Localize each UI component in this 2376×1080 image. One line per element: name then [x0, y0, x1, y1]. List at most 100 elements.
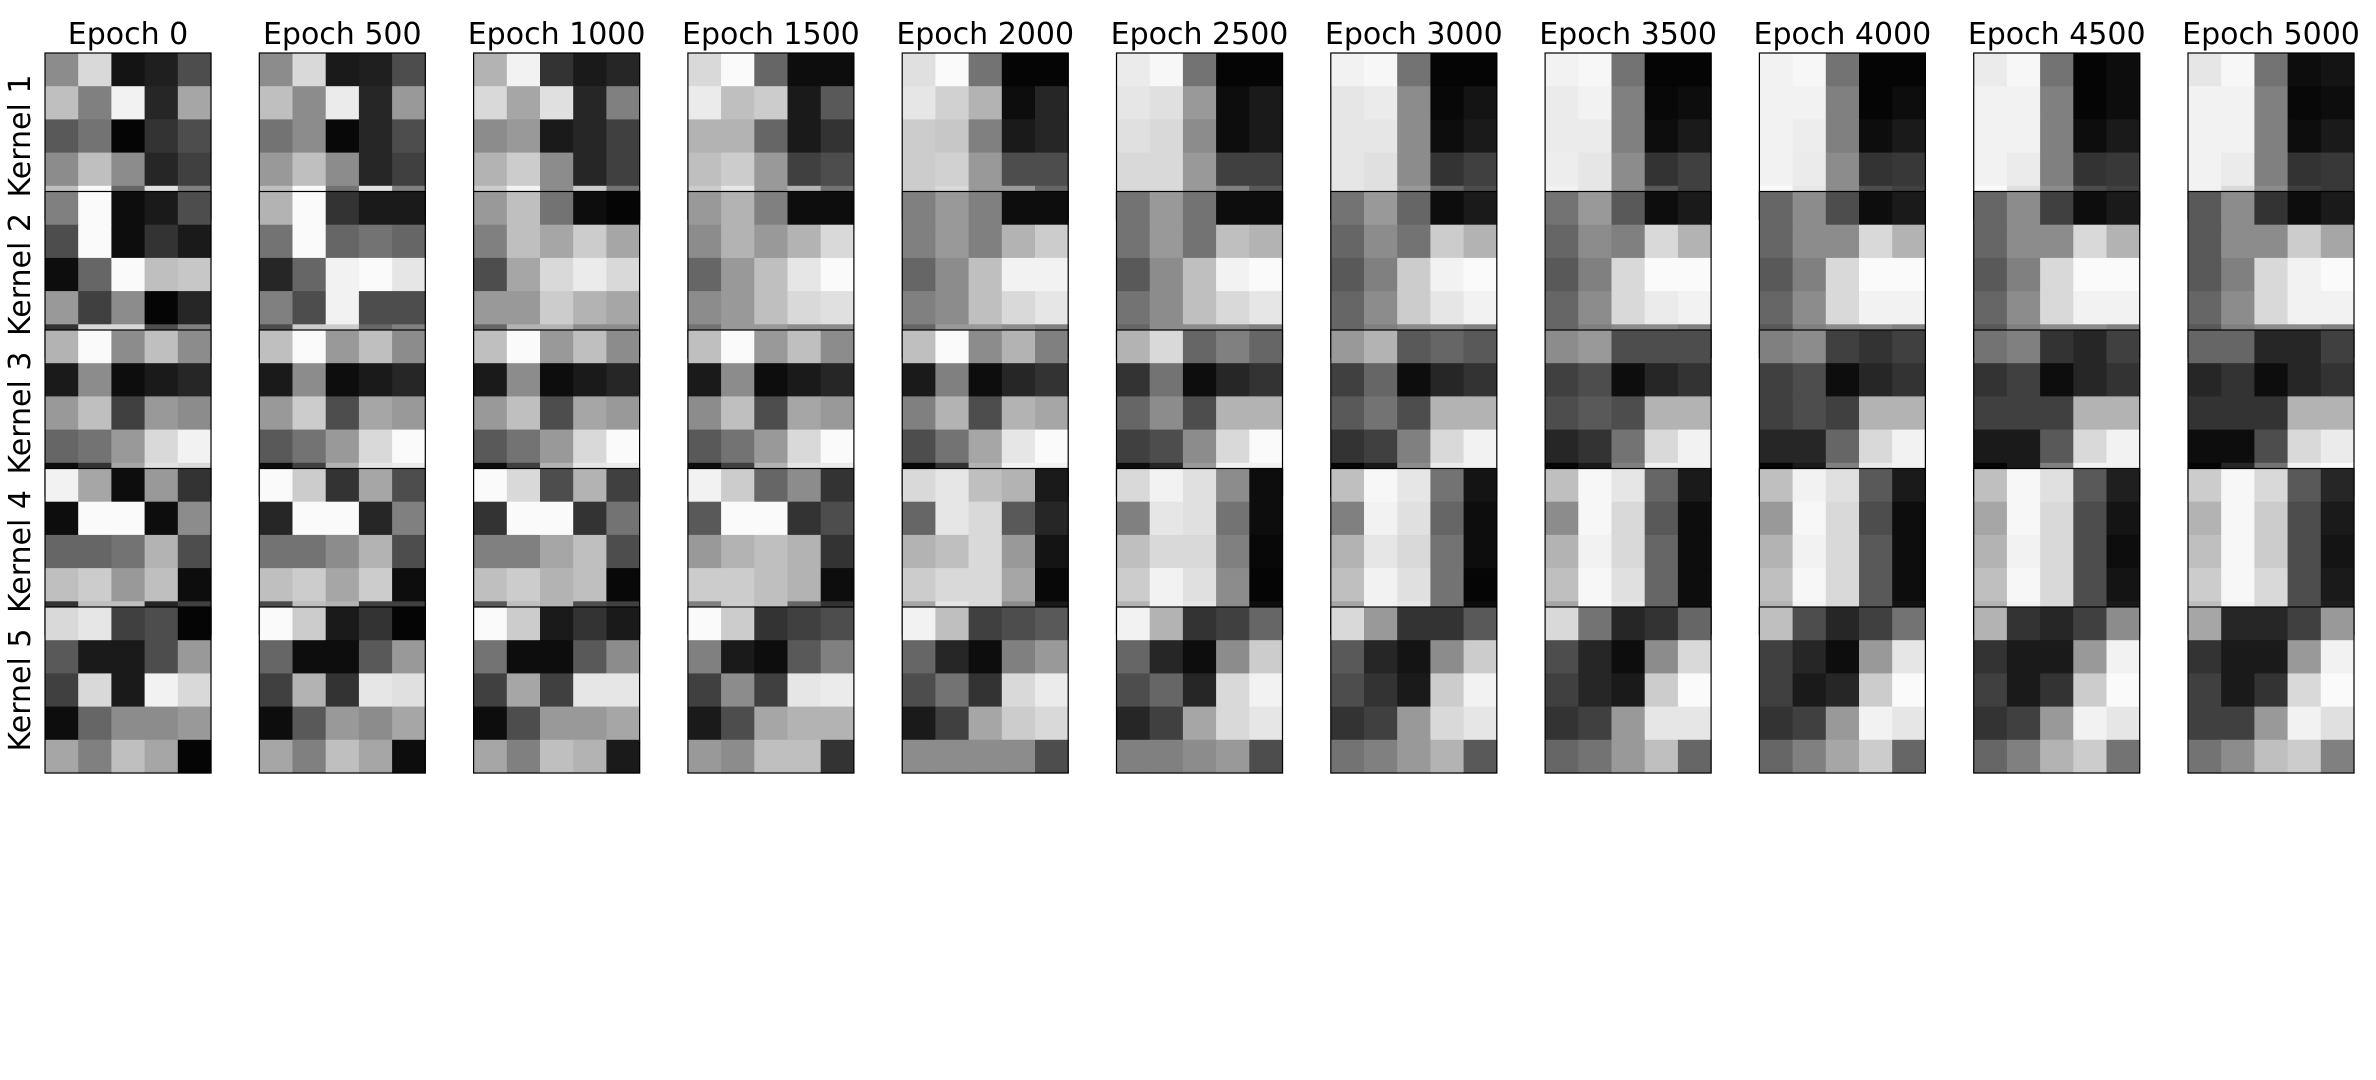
- kernel-cell: [2254, 429, 2289, 464]
- kernel-cell: [78, 468, 112, 503]
- kernel-cell: [1182, 152, 1217, 187]
- kernel-cell: [1644, 363, 1679, 397]
- column-title-8: Epoch 4000: [1754, 17, 1932, 52]
- kernel-cell: [1430, 739, 1465, 774]
- kernel-cell: [902, 501, 936, 536]
- panel-frame: [1758, 606, 1927, 774]
- kernel-cell: [1001, 640, 1036, 674]
- row-label-2: Kernel 3: [3, 352, 38, 475]
- kernel-cell: [1973, 224, 2008, 259]
- kernel-cell: [2221, 396, 2255, 431]
- kernel-cell: [1859, 291, 1893, 325]
- kernel-cell: [1545, 119, 1579, 154]
- kernel-cell: [1397, 468, 1431, 503]
- kernel-cell: [292, 706, 327, 741]
- panel-frame: [44, 606, 212, 774]
- kernel-cell: [392, 53, 426, 87]
- kernel-cell: [2188, 86, 2222, 120]
- kernel-cell: [2006, 607, 2041, 641]
- kernel-cell: [1035, 86, 1069, 120]
- kernel-cell: [787, 291, 822, 325]
- kernel-cell: [1116, 706, 1151, 741]
- kernel-panel-r4-c0: [44, 606, 212, 774]
- kernel-cell: [325, 640, 360, 674]
- kernel-panel-r4-c1: [258, 606, 426, 774]
- kernel-cell: [687, 640, 722, 674]
- kernel-cell: [2287, 607, 2322, 641]
- kernel-cell: [144, 739, 179, 774]
- kernel-cell: [1430, 257, 1465, 292]
- kernel-cell: [721, 673, 755, 708]
- kernel-cell: [2221, 673, 2255, 708]
- kernel-cell: [573, 291, 607, 325]
- kernel-cell: [1249, 396, 1284, 431]
- kernel-cell: [1397, 257, 1431, 292]
- kernel-cell: [2221, 468, 2255, 503]
- kernel-cell: [1463, 706, 1498, 741]
- kernel-cell: [2188, 363, 2222, 397]
- kernel-cell: [358, 396, 393, 431]
- kernel-cell: [968, 86, 1003, 120]
- kernel-cell: [1249, 86, 1284, 120]
- kernel-cell: [1792, 429, 1827, 464]
- kernel-cell: [540, 257, 574, 292]
- kernel-cell: [1463, 53, 1498, 87]
- kernel-cell: [358, 534, 393, 569]
- kernel-cell: [473, 86, 508, 120]
- column-titles: Epoch 0 Epoch 500 Epoch 1000 Epoch 1500 Epoc…: [68, 17, 2360, 52]
- kernel-cell: [2073, 396, 2108, 431]
- kernel-cell: [325, 739, 360, 774]
- kernel-cell: [1182, 468, 1217, 503]
- kernel-cell: [1892, 152, 1926, 187]
- kernel-cell: [177, 534, 212, 569]
- kernel-cell: [1578, 53, 1613, 87]
- kernel-cell: [2287, 568, 2322, 602]
- kernel-cell: [1149, 330, 1184, 364]
- kernel-cell: [1397, 396, 1431, 431]
- panel-frame: [1973, 606, 2141, 774]
- kernel-cell: [78, 257, 112, 292]
- kernel-cell: [2188, 640, 2222, 674]
- kernel-cell: [177, 291, 212, 325]
- kernel-cell: [2221, 607, 2255, 641]
- kernel-cell: [1397, 152, 1431, 187]
- kernel-cell: [1545, 86, 1579, 120]
- kernel-cell: [2254, 224, 2289, 259]
- kernel-cell: [721, 396, 755, 431]
- kernel-cell: [1892, 640, 1926, 674]
- kernel-cell: [1792, 191, 1827, 226]
- kernel-cell: [177, 86, 212, 120]
- kernel-cell: [2320, 673, 2355, 708]
- kernel-cell: [1182, 501, 1217, 536]
- kernel-cell: [1330, 673, 1365, 708]
- kernel-cell: [1216, 607, 1250, 641]
- kernel-cell: [2040, 739, 2074, 774]
- kernel-cell: [2040, 291, 2074, 325]
- kernel-cell: [2254, 152, 2289, 187]
- kernel-cell: [144, 607, 179, 641]
- kernel-cell: [2287, 468, 2322, 503]
- kernel-cell: [392, 86, 426, 120]
- kernel-cell: [1430, 534, 1465, 569]
- kernel-cell: [473, 739, 508, 774]
- kernel-cell: [1644, 640, 1679, 674]
- kernel-cell: [573, 429, 607, 464]
- kernel-cell: [1973, 568, 2008, 602]
- kernel-cell: [1973, 86, 2008, 120]
- kernel-cell: [111, 224, 146, 259]
- kernel-cell: [111, 86, 146, 120]
- kernel-cell: [1330, 119, 1365, 154]
- kernel-cell: [1578, 568, 1613, 602]
- kernel-cell: [687, 501, 722, 536]
- kernel-cell: [1149, 152, 1184, 187]
- kernel-cell: [1430, 53, 1465, 87]
- kernel-cell: [392, 640, 426, 674]
- kernel-cell: [259, 224, 294, 259]
- kernel-cell: [968, 119, 1003, 154]
- kernel-cell: [45, 607, 79, 641]
- kernel-cell: [1677, 568, 1712, 602]
- kernel-cell: [721, 706, 755, 741]
- kernel-cell: [2320, 607, 2355, 641]
- kernel-cell: [721, 640, 755, 674]
- kernel-cell: [1545, 191, 1579, 226]
